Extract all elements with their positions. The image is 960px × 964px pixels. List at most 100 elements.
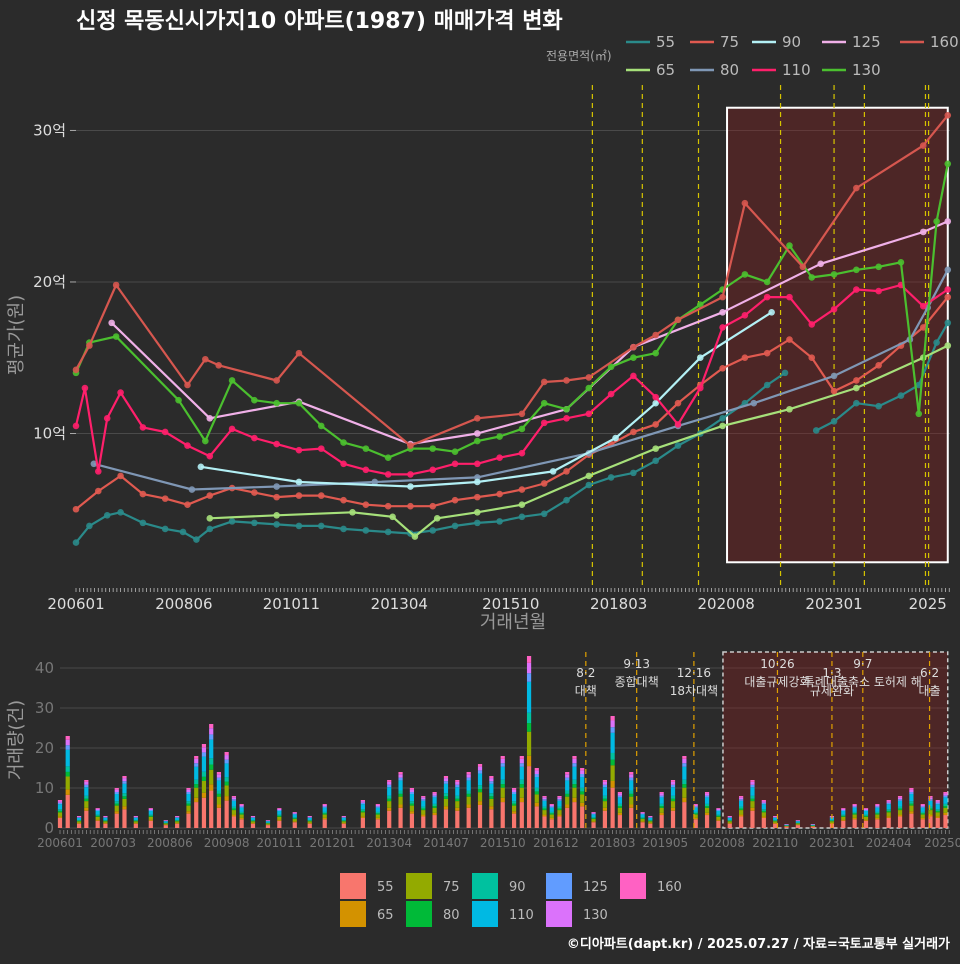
series-point-160 xyxy=(652,332,659,339)
volume-bar-segment xyxy=(705,804,709,806)
series-point-110 xyxy=(697,385,704,392)
volume-bar-segment xyxy=(361,800,365,801)
volume-bar-segment xyxy=(512,788,516,790)
volume-bar-segment xyxy=(841,811,845,815)
series-point-130 xyxy=(318,423,325,430)
volume-bar-segment xyxy=(943,815,947,828)
volume-bar-segment xyxy=(77,821,81,823)
volume-bar-segment xyxy=(796,821,800,822)
volume-bar-segment xyxy=(66,766,70,772)
volume-bar-segment xyxy=(875,808,879,812)
volume-bar-segment xyxy=(115,801,119,803)
x-tick-label: 202110 xyxy=(752,836,798,850)
series-point-65 xyxy=(389,514,396,521)
volume-bar-segment xyxy=(887,800,891,801)
volume-bar-segment xyxy=(66,740,70,746)
series-point-110 xyxy=(519,450,526,457)
series-point-55 xyxy=(474,520,481,527)
volume-bar-segment xyxy=(887,801,891,803)
series-point-90 xyxy=(198,464,205,471)
volume-bar-segment xyxy=(550,818,554,819)
volume-bar-segment xyxy=(671,780,675,782)
volume-bar-segment xyxy=(928,810,932,814)
series-point-160 xyxy=(184,382,191,389)
volume-bar-segment xyxy=(175,821,179,823)
event-date: 10·26 xyxy=(760,657,794,671)
volume-bar-segment xyxy=(225,801,229,828)
volume-bar-segment xyxy=(887,811,891,812)
volume-bar-segment xyxy=(520,767,524,780)
series-point-90 xyxy=(550,468,557,475)
volume-bar-segment xyxy=(512,801,516,803)
volume-bar-segment xyxy=(115,811,119,813)
series-point-75 xyxy=(808,354,815,361)
volume-bar-segment xyxy=(527,663,531,673)
volume-bar-segment xyxy=(591,812,595,813)
volume-bar-segment xyxy=(682,798,686,802)
x-tick-label: 200703 xyxy=(90,836,136,850)
volume-bar-segment xyxy=(240,808,244,812)
volume-bar-segment xyxy=(762,800,766,801)
volume-bar-segment xyxy=(762,818,766,828)
volume-bar-segment xyxy=(591,819,595,821)
series-point-75 xyxy=(742,354,749,361)
volume-bar-segment xyxy=(750,780,754,782)
volume-bar-segment xyxy=(671,808,675,811)
volume-bar-segment xyxy=(194,780,198,784)
series-point-110 xyxy=(407,471,414,478)
volume-bar-segment xyxy=(728,824,732,828)
legend-top-label: 75 xyxy=(720,33,739,51)
volume-bar-segment xyxy=(565,772,569,774)
volume-bar-segment xyxy=(943,793,947,795)
volume-bar-segment xyxy=(186,811,190,813)
volume-bar-segment xyxy=(591,821,595,822)
series-point-130 xyxy=(113,333,120,340)
volume-bar-segment xyxy=(671,796,675,799)
volume-bar-segment xyxy=(361,816,365,818)
volume-bar-segment xyxy=(467,797,471,805)
legend-bottom-label: 90 xyxy=(509,880,526,895)
volume-bar-segment xyxy=(103,816,107,817)
series-point-130 xyxy=(452,448,459,455)
series-point-160 xyxy=(73,367,80,374)
volume-bar-segment xyxy=(875,805,879,806)
volume-bar-segment xyxy=(527,682,531,713)
volume-bar-segment xyxy=(478,789,482,792)
volume-bar-segment xyxy=(898,801,902,807)
legend-bottom-swatch xyxy=(406,873,432,899)
volume-bar-segment xyxy=(841,816,845,817)
volume-bar-segment xyxy=(796,825,800,828)
series-point-160 xyxy=(853,185,860,192)
volume-bar-segment xyxy=(361,812,365,816)
volume-bar-segment xyxy=(618,797,622,803)
volume-bar-segment xyxy=(489,776,493,778)
volume-bar-segment xyxy=(387,787,391,796)
series-point-75 xyxy=(786,336,793,343)
volume-bar-segment xyxy=(936,803,940,804)
legend-bottom-swatch xyxy=(472,901,498,927)
volume-bar-segment xyxy=(739,807,743,809)
series-point-75 xyxy=(206,492,213,499)
series-point-130 xyxy=(875,264,882,271)
volume-bar-segment xyxy=(936,801,940,803)
volume-bar-segment xyxy=(921,813,925,814)
volume-bar-segment xyxy=(750,808,754,811)
volume-bar-segment xyxy=(887,809,891,811)
series-point-125 xyxy=(920,229,927,236)
x-tick-label: 200806 xyxy=(147,836,193,850)
volume-bar-segment xyxy=(864,810,868,811)
volume-bar-segment xyxy=(115,804,119,806)
volume-bar-segment xyxy=(572,759,576,763)
series-point-110 xyxy=(608,391,615,398)
volume-bar-segment xyxy=(467,780,471,790)
volume-bar-segment xyxy=(603,796,607,799)
volume-bar-segment xyxy=(433,808,437,813)
series-point-55 xyxy=(944,320,951,327)
volume-bar-segment xyxy=(909,792,913,794)
volume-bar-segment xyxy=(96,811,100,815)
volume-bar-segment xyxy=(682,759,686,763)
volume-bar-segment xyxy=(66,776,70,789)
x-tick-label: 200601 xyxy=(37,836,83,850)
volume-bar-segment xyxy=(122,806,126,809)
volume-bar-segment xyxy=(739,815,743,817)
